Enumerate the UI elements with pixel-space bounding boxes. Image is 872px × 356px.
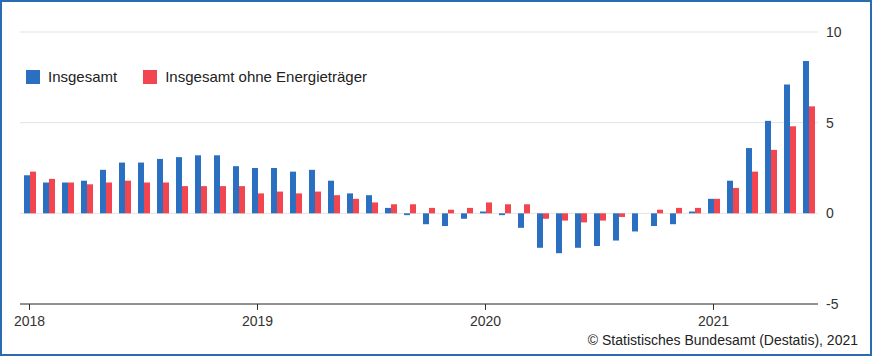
html-text:© Statistisches Bundesamt (Des: © Statistisches Bundesamt (Destatis), 20… — [587, 332, 858, 348]
svg-text:0: 0 — [826, 205, 834, 221]
svg-text:2018: 2018 — [14, 313, 45, 329]
html-text:Insgesamt: Insgesamt — [48, 68, 118, 85]
html-text:Insgesamt ohne Energieträger: Insgesamt ohne Energieträger — [165, 68, 367, 85]
svg-text:5: 5 — [826, 115, 834, 131]
svg-text:2021: 2021 — [698, 313, 729, 329]
svg-text:-5: -5 — [826, 296, 839, 312]
svg-text:10: 10 — [826, 24, 842, 40]
svg-text:2019: 2019 — [242, 313, 273, 329]
svg-text:2020: 2020 — [470, 313, 501, 329]
